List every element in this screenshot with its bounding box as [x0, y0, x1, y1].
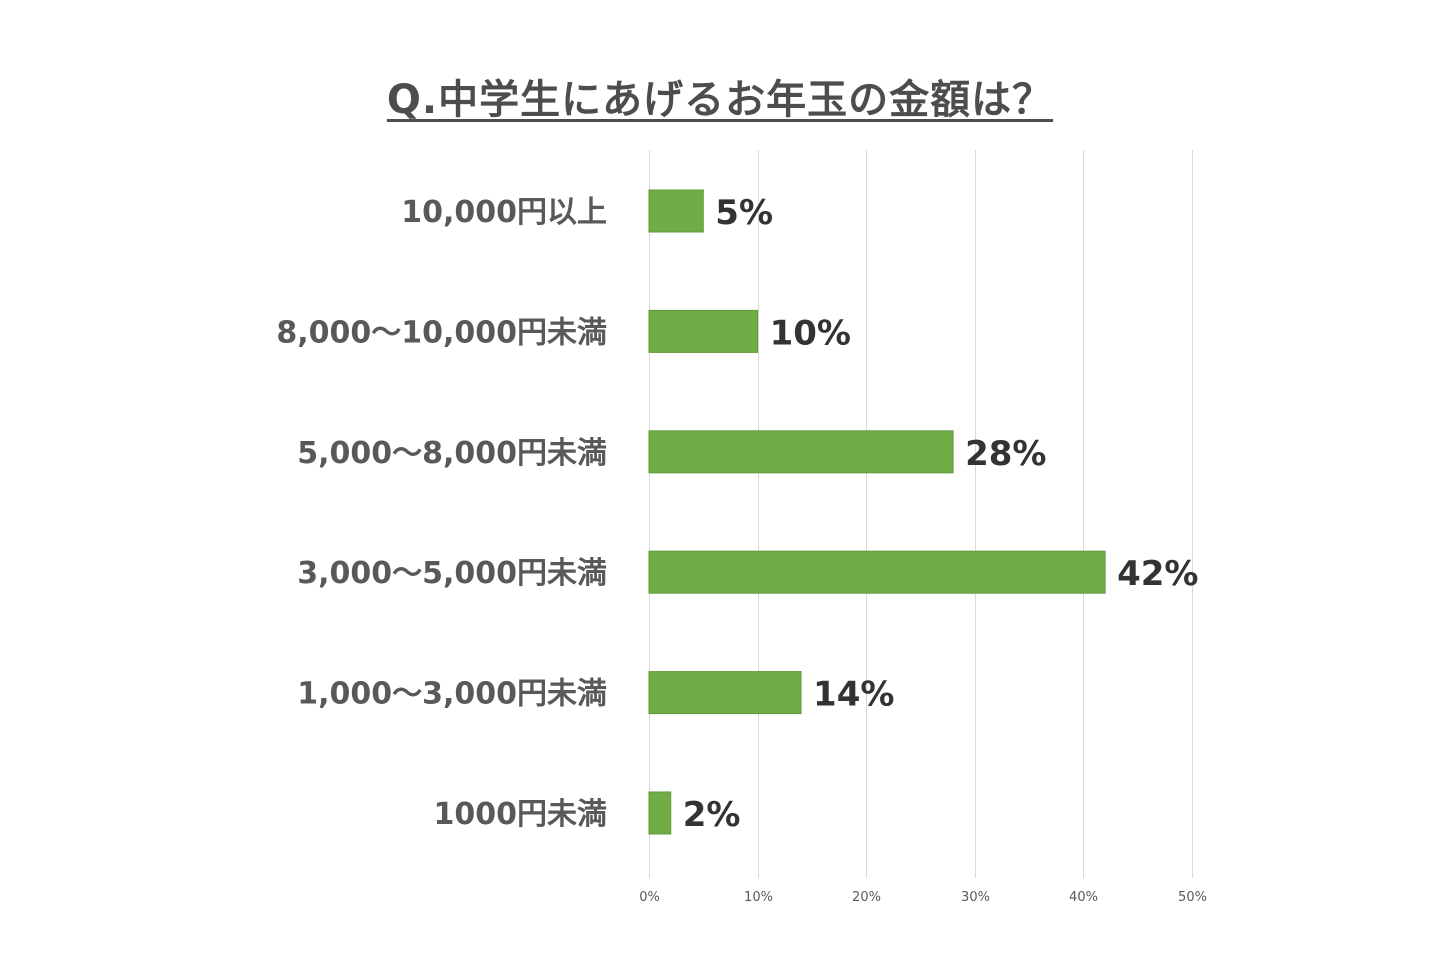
bar	[648, 189, 704, 233]
category-label: 1000円未満	[434, 797, 608, 832]
x-axis-tick-labels: 0% 10% 20% 30% 40% 50%	[639, 890, 1207, 905]
category-label: 5,000～8,000円未満	[297, 436, 607, 471]
gridlines	[649, 150, 1193, 878]
bars	[648, 189, 1106, 835]
category-labels: 10,000円以上 8,000～10,000円未満 5,000～8,000円未満 3,…	[276, 195, 607, 832]
bar	[648, 430, 954, 474]
bar	[648, 309, 759, 353]
x-tick-label: 10%	[744, 890, 773, 905]
category-label: 8,000～10,000円未満	[276, 315, 607, 350]
category-label: 10,000円以上	[401, 195, 607, 230]
value-label: 28%	[965, 434, 1046, 474]
bar	[648, 791, 672, 835]
bar	[648, 550, 1106, 594]
value-labels: 5% 10% 28% 42% 14% 2%	[683, 193, 1199, 835]
value-label: 14%	[813, 675, 894, 715]
value-label: 5%	[715, 193, 773, 233]
x-tick-label: 30%	[961, 890, 990, 905]
x-tick-label: 0%	[639, 890, 660, 905]
chart-title-container: Q.中学生にあげるお年玉の金額は？	[0, 70, 1440, 130]
x-tick-label: 20%	[852, 890, 881, 905]
value-label: 2%	[683, 795, 741, 835]
bar	[648, 671, 802, 715]
category-label: 3,000～5,000円未満	[297, 556, 607, 591]
x-tick-label: 40%	[1069, 890, 1098, 905]
category-label: 1,000～3,000円未満	[297, 677, 607, 712]
x-tick-label: 50%	[1178, 890, 1207, 905]
value-label: 10%	[770, 313, 851, 353]
value-label: 42%	[1117, 554, 1198, 594]
chart-title: Q.中学生にあげるお年玉の金額は？	[386, 77, 1054, 123]
